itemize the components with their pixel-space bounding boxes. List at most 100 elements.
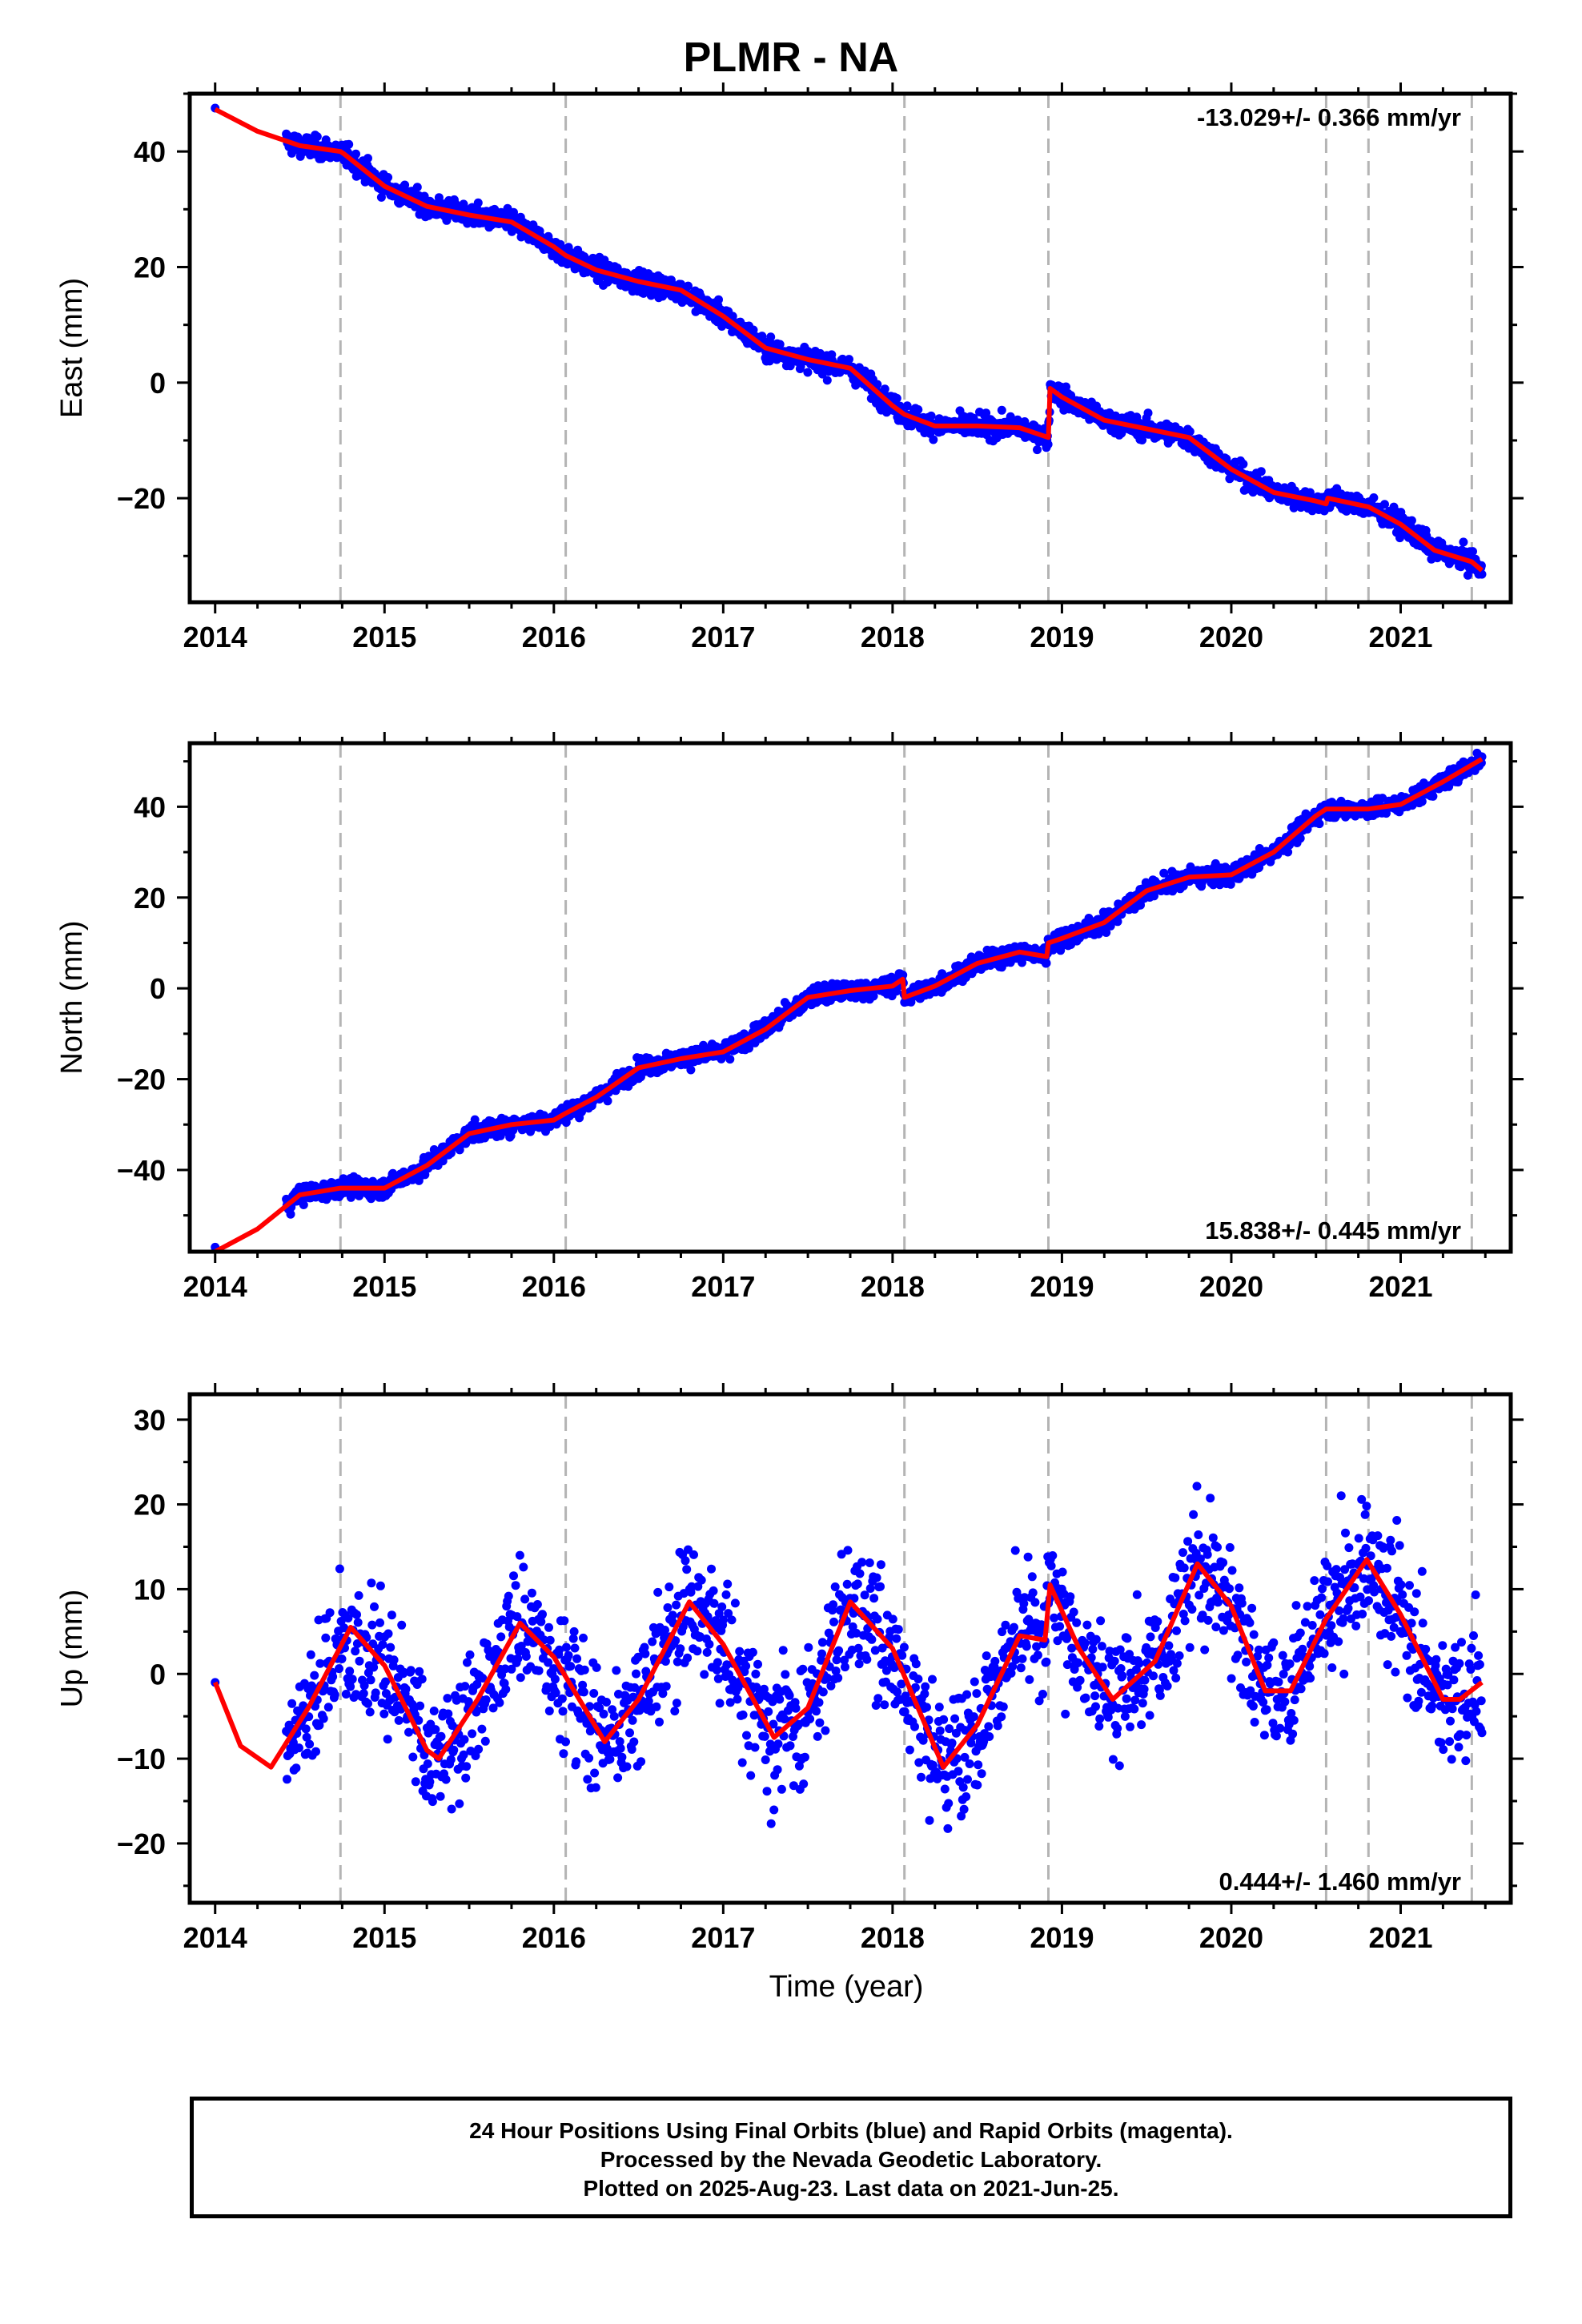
data-point: [745, 1043, 753, 1053]
data-point: [367, 1578, 376, 1588]
plot-frame: [187, 91, 1513, 605]
data-point: [527, 1588, 536, 1598]
x-tick-label: 2015: [352, 1270, 416, 1303]
data-point: [415, 1667, 424, 1676]
data-point: [441, 1775, 451, 1784]
y-axis-label: East (mm): [55, 278, 89, 418]
data-point: [913, 405, 923, 414]
data-point: [305, 1739, 315, 1749]
data-point: [286, 1209, 295, 1219]
data-point: [416, 1701, 425, 1711]
data-point: [542, 1682, 552, 1691]
data-point: [1043, 440, 1053, 449]
data-point: [294, 1743, 303, 1753]
data-point: [869, 991, 878, 1001]
data-point: [406, 1666, 416, 1675]
data-point: [315, 1720, 324, 1730]
data-point: [516, 1673, 525, 1683]
data-point: [341, 1690, 351, 1699]
data-point: [813, 981, 823, 991]
data-point: [400, 180, 410, 190]
x-tick-label: 2020: [1199, 621, 1263, 653]
data-point: [519, 1562, 528, 1572]
data-point: [447, 1804, 456, 1814]
data-point: [521, 1651, 531, 1661]
data-point: [481, 1695, 491, 1704]
data-point: [306, 1650, 315, 1659]
data-point: [898, 971, 908, 979]
data-point: [387, 1610, 396, 1620]
data-point: [412, 183, 422, 192]
data-point: [369, 1663, 379, 1672]
data-point: [1369, 493, 1379, 502]
data-point: [1062, 382, 1070, 392]
data-point: [1159, 868, 1169, 878]
data-point: [785, 361, 795, 371]
x-tick-label: 2020: [1199, 1270, 1263, 1303]
data-point: [414, 1715, 424, 1725]
data-point: [335, 1564, 344, 1574]
data-point: [1468, 547, 1477, 557]
y-tick-label: 40: [134, 790, 166, 823]
data-point: [321, 1633, 331, 1642]
data-point: [344, 139, 354, 149]
data-point: [1407, 516, 1416, 525]
data-point: [686, 1065, 696, 1075]
data-point: [299, 1200, 308, 1209]
x-tick-label: 2021: [1368, 621, 1432, 653]
velocity-rate-label: -13.029+/- 0.366 mm/yr: [1197, 103, 1461, 131]
data-point: [302, 1732, 311, 1742]
data-point: [513, 1654, 523, 1663]
data-point: [766, 332, 776, 342]
data-point: [345, 1667, 355, 1676]
data-point: [436, 1791, 445, 1801]
y-tick-label: 0: [150, 367, 166, 400]
data-point: [1018, 958, 1026, 967]
data-point: [425, 1777, 435, 1787]
data-point: [775, 340, 785, 349]
data-point: [351, 149, 360, 159]
data-point: [684, 281, 693, 291]
data-point: [431, 1725, 440, 1735]
data-point: [507, 1664, 516, 1674]
data-point: [480, 1736, 490, 1746]
x-tick-label: 2021: [1368, 1270, 1432, 1303]
data-point: [1417, 797, 1427, 806]
data-point: [363, 154, 372, 163]
data-point: [725, 1055, 735, 1064]
data-point: [365, 1707, 375, 1717]
data-point: [363, 1699, 372, 1708]
data-point: [337, 1655, 347, 1663]
data-point: [1428, 791, 1438, 801]
data-point: [461, 1773, 471, 1783]
data-point: [1459, 537, 1468, 547]
data-point: [509, 207, 518, 217]
data-point: [496, 1632, 506, 1642]
data-point: [434, 1741, 444, 1751]
data-point: [472, 1707, 481, 1717]
x-tick-label: 2019: [1030, 1270, 1094, 1303]
x-tick-label: 2016: [522, 621, 586, 653]
x-tick-label: 2018: [861, 621, 925, 653]
data-point: [470, 1115, 480, 1124]
data-point: [873, 380, 882, 389]
data-point: [534, 1666, 544, 1675]
data-point: [328, 1672, 338, 1682]
data-point: [444, 1709, 453, 1719]
data-point: [515, 1550, 524, 1560]
data-point: [1143, 408, 1153, 418]
data-point: [383, 173, 393, 182]
data-point: [343, 1614, 353, 1622]
data-point: [477, 1724, 487, 1734]
data-point: [367, 1620, 377, 1630]
data-point: [389, 1655, 399, 1665]
data-point: [417, 1675, 427, 1684]
data-point: [371, 1688, 380, 1698]
data-point: [438, 1156, 448, 1166]
data-point: [892, 393, 901, 403]
x-tick-label: 2017: [691, 1270, 755, 1303]
data-point: [603, 1096, 612, 1106]
data-point: [436, 1731, 446, 1741]
data-point: [749, 325, 758, 335]
page-title: PLMR - NA: [683, 34, 899, 81]
